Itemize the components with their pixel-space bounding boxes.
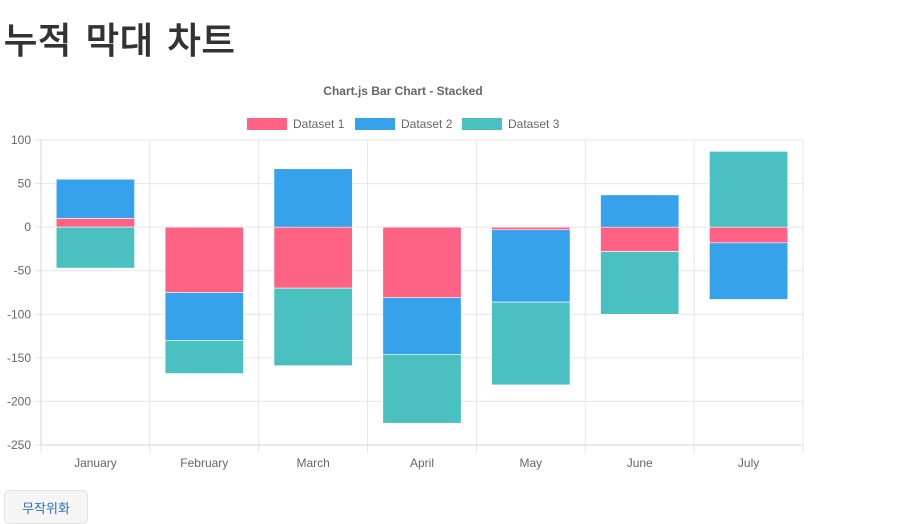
bar-dataset-3 (600, 251, 680, 315)
bar-dataset-3 (164, 340, 244, 374)
stacked-bar-chart: Chart.js Bar Chart - Stacked Dataset 1 Da… (7, 84, 804, 470)
chart-title: Chart.js Bar Chart - Stacked (323, 84, 482, 98)
bar-dataset-3 (382, 354, 462, 424)
x-tick-label: June (627, 456, 653, 470)
x-tick-label: July (738, 456, 759, 470)
bar-dataset-1 (273, 226, 353, 289)
y-axis: 100 50 0 -50 -100 -150 -200 -250 (7, 133, 31, 452)
bar-dataset-2 (273, 168, 353, 228)
bar-dataset-2 (709, 242, 789, 300)
legend-swatch (355, 118, 395, 130)
bar-dataset-1 (709, 226, 789, 244)
x-tick-label: February (180, 456, 228, 470)
page-title: 누적 막대 차트 (4, 21, 236, 62)
bar-dataset-2 (382, 297, 462, 355)
randomize-button[interactable]: 무작위화 (4, 490, 88, 524)
x-axis: January February March April May June July (74, 456, 759, 470)
y-tick-label: -100 (7, 307, 31, 321)
y-tick-label: 0 (24, 220, 31, 234)
bar-dataset-3 (273, 287, 353, 366)
y-tick-label: -150 (7, 351, 31, 365)
bar-dataset-1 (382, 226, 462, 299)
legend-swatch (247, 118, 287, 130)
legend-item-dataset-1[interactable]: Dataset 1 (247, 117, 345, 131)
bar-dataset-1 (491, 226, 571, 231)
y-tick-label: 100 (11, 133, 31, 147)
bar-dataset-3 (709, 151, 789, 228)
legend-label: Dataset 1 (293, 117, 345, 131)
y-tick-label: -50 (14, 264, 32, 278)
bar-dataset-1 (164, 226, 244, 293)
y-tick-label: -200 (7, 394, 31, 408)
bar-dataset-1 (55, 218, 135, 228)
legend-item-dataset-2[interactable]: Dataset 2 (355, 117, 453, 131)
chart-legend[interactable]: Dataset 1 Dataset 2 Dataset 3 (247, 117, 560, 131)
x-tick-label: March (296, 456, 329, 470)
bar-dataset-2 (491, 229, 571, 303)
x-tick-label: January (74, 456, 117, 470)
bar-dataset-3 (55, 226, 135, 269)
bar-dataset-2 (600, 194, 680, 228)
bar-dataset-3 (491, 301, 571, 386)
y-tick-label: 50 (18, 177, 32, 191)
legend-label: Dataset 3 (508, 117, 560, 131)
bar-dataset-2 (164, 292, 244, 341)
bar-dataset-2 (55, 178, 135, 219)
legend-item-dataset-3[interactable]: Dataset 3 (462, 117, 560, 131)
x-tick-label: April (410, 456, 434, 470)
y-tick-label: -250 (7, 438, 31, 452)
legend-swatch (462, 118, 502, 130)
x-tick-label: May (520, 456, 543, 470)
bar-dataset-1 (600, 226, 680, 252)
chart-bars (55, 151, 789, 424)
legend-label: Dataset 2 (401, 117, 453, 131)
